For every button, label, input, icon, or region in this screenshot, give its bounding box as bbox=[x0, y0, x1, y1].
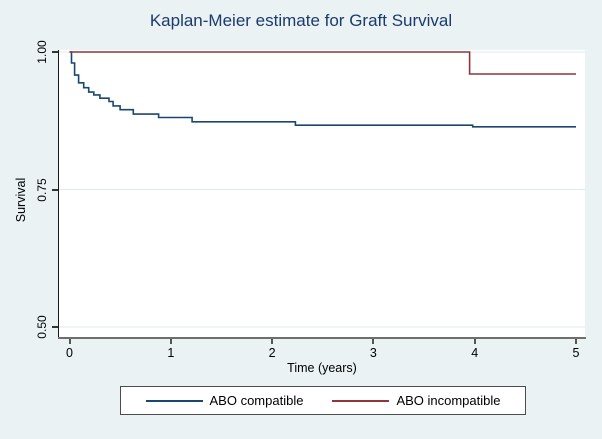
x-tick-label: 1 bbox=[167, 346, 175, 360]
x-tick-mark bbox=[372, 339, 375, 344]
x-tick-label: 0 bbox=[66, 346, 73, 360]
legend-entry-incompatible: ABO incompatible bbox=[332, 393, 501, 408]
x-tick-mark bbox=[473, 339, 476, 344]
chart-title: Kaplan-Meier estimate for Graft Survival bbox=[149, 11, 453, 30]
legend: ABO compatible ABO incompatible bbox=[120, 386, 526, 415]
x-tick-mark bbox=[169, 339, 172, 344]
survival-curves-svg bbox=[59, 51, 585, 328]
y-tick-mark bbox=[52, 51, 58, 53]
x-tick-mark bbox=[575, 339, 577, 344]
compatible-line-swatch bbox=[145, 399, 203, 402]
y-tick-label: 0.75 bbox=[35, 177, 49, 202]
series-0-curve bbox=[69, 51, 576, 128]
y-tick-mark bbox=[52, 188, 58, 191]
y-tick-label: 0.50 bbox=[35, 315, 49, 339]
x-tick-mark bbox=[271, 339, 274, 344]
x-tick-label: 2 bbox=[268, 346, 276, 360]
y-axis-line bbox=[58, 50, 59, 339]
y-tick-label: 1.00 bbox=[35, 40, 49, 64]
x-tick-mark bbox=[68, 339, 71, 344]
legend-label-incompatible: ABO incompatible bbox=[396, 393, 501, 408]
x-tick-label: 3 bbox=[369, 346, 377, 360]
x-tick-label: 5 bbox=[572, 346, 580, 360]
series-1-curve bbox=[69, 51, 576, 75]
x-axis-line bbox=[58, 337, 586, 339]
plot-area bbox=[59, 50, 585, 339]
legend-entry-compatible: ABO compatible bbox=[145, 393, 304, 408]
x-axis-title: Time (years) bbox=[287, 361, 357, 375]
incompatible-line-swatch bbox=[332, 399, 390, 402]
legend-label-compatible: ABO compatible bbox=[209, 393, 304, 408]
y-axis-title: Survival bbox=[14, 177, 28, 223]
x-tick-label: 4 bbox=[471, 346, 479, 360]
y-tick-mark bbox=[52, 326, 58, 328]
